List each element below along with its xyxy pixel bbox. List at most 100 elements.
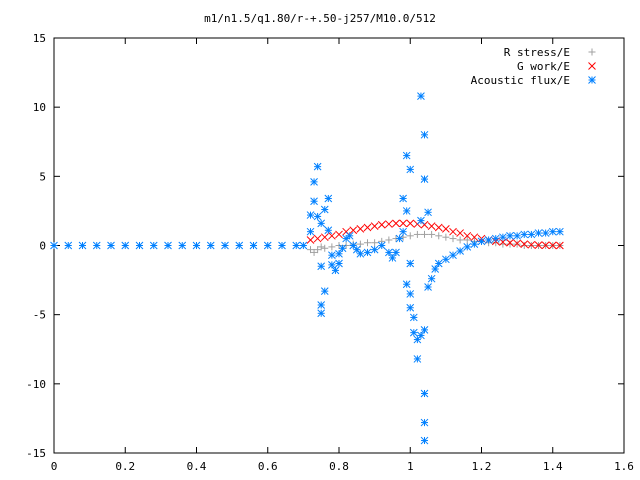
y-tick-label: 15 xyxy=(33,32,46,45)
y-tick-label: 0 xyxy=(39,240,46,253)
data-point xyxy=(409,328,418,337)
data-point xyxy=(363,223,372,232)
data-point xyxy=(135,241,144,250)
data-point xyxy=(206,241,215,250)
data-point xyxy=(178,241,187,250)
data-point xyxy=(292,241,301,250)
x-tick-label: 0.8 xyxy=(329,460,349,473)
data-point xyxy=(385,236,393,244)
data-point xyxy=(107,241,115,250)
data-point xyxy=(221,241,229,250)
data-point xyxy=(399,227,407,236)
data-point xyxy=(456,229,464,237)
x-tick-label: 1.6 xyxy=(614,460,634,473)
y-tick-label: -15 xyxy=(26,447,46,460)
data-point xyxy=(406,232,414,240)
data-point xyxy=(513,231,521,240)
data-point xyxy=(406,165,415,174)
data-point xyxy=(456,236,464,244)
data-point xyxy=(520,240,529,248)
data-point xyxy=(449,235,457,243)
data-point xyxy=(328,231,336,240)
data-point xyxy=(409,313,418,322)
data-point xyxy=(413,355,422,363)
data-point xyxy=(345,231,354,240)
data-point xyxy=(435,232,443,240)
data-point xyxy=(331,266,340,275)
data-point xyxy=(235,241,244,250)
data-point xyxy=(463,231,472,240)
data-point xyxy=(506,231,514,240)
data-point xyxy=(371,239,379,247)
data-point xyxy=(306,211,315,219)
data-point xyxy=(406,290,415,298)
data-point xyxy=(342,242,350,249)
data-point xyxy=(541,241,550,250)
data-point xyxy=(399,219,407,228)
series-1 xyxy=(306,219,564,250)
data-point xyxy=(377,220,386,229)
data-point xyxy=(328,261,336,269)
chart-title: m1/n1.5/q1.80/r-+.50-j257/M10.0/512 xyxy=(204,12,436,25)
data-point xyxy=(313,212,322,221)
data-point xyxy=(424,208,432,217)
data-point xyxy=(406,303,415,312)
x-tick-label: 1.4 xyxy=(543,460,563,473)
data-point xyxy=(470,233,479,242)
data-point xyxy=(442,225,450,233)
data-point xyxy=(513,239,521,248)
data-point xyxy=(541,229,550,237)
data-point xyxy=(64,241,73,250)
data-point xyxy=(491,234,500,243)
data-point xyxy=(413,230,421,238)
data-point xyxy=(520,230,529,239)
legend-label: G work/E xyxy=(517,60,570,73)
data-point xyxy=(317,262,326,271)
data-point xyxy=(335,230,343,239)
data-point xyxy=(299,241,308,250)
data-point xyxy=(313,162,322,171)
data-point xyxy=(463,243,472,251)
data-point xyxy=(328,251,336,260)
data-point xyxy=(306,236,315,244)
data-point xyxy=(420,326,429,334)
data-point xyxy=(338,244,347,253)
data-point xyxy=(520,242,528,249)
data-point xyxy=(324,226,333,235)
data-point xyxy=(317,219,326,228)
data-point xyxy=(314,246,322,254)
data-point xyxy=(263,241,272,250)
data-point xyxy=(449,251,457,260)
data-point xyxy=(320,233,329,242)
x-tick-label: 0.6 xyxy=(258,460,278,473)
data-point xyxy=(434,259,443,268)
data-point xyxy=(534,229,543,237)
data-point xyxy=(370,245,379,254)
data-point xyxy=(527,230,536,239)
data-point xyxy=(534,241,543,249)
x-tick-label: 0.2 xyxy=(115,460,135,473)
data-point xyxy=(421,230,428,238)
y-tick-label: -5 xyxy=(33,309,46,322)
x-tick-label: 0 xyxy=(51,460,58,473)
data-point xyxy=(477,237,486,246)
data-point xyxy=(402,207,411,215)
data-point xyxy=(335,242,343,249)
data-point xyxy=(320,287,329,296)
data-point xyxy=(92,241,101,250)
data-point xyxy=(310,178,318,186)
x-axis: 0 0.2 0.4 0.6 0.8 1 1.2 1.4 1.6 xyxy=(51,38,634,473)
data-point xyxy=(434,223,443,232)
data-point xyxy=(306,227,315,236)
data-point xyxy=(149,241,158,250)
data-point xyxy=(470,240,479,248)
data-point xyxy=(420,389,429,398)
data-point xyxy=(392,248,400,257)
data-point xyxy=(356,225,365,233)
series-2 xyxy=(50,92,564,445)
data-point xyxy=(406,219,415,228)
data-point xyxy=(356,249,365,258)
data-point xyxy=(385,220,393,228)
